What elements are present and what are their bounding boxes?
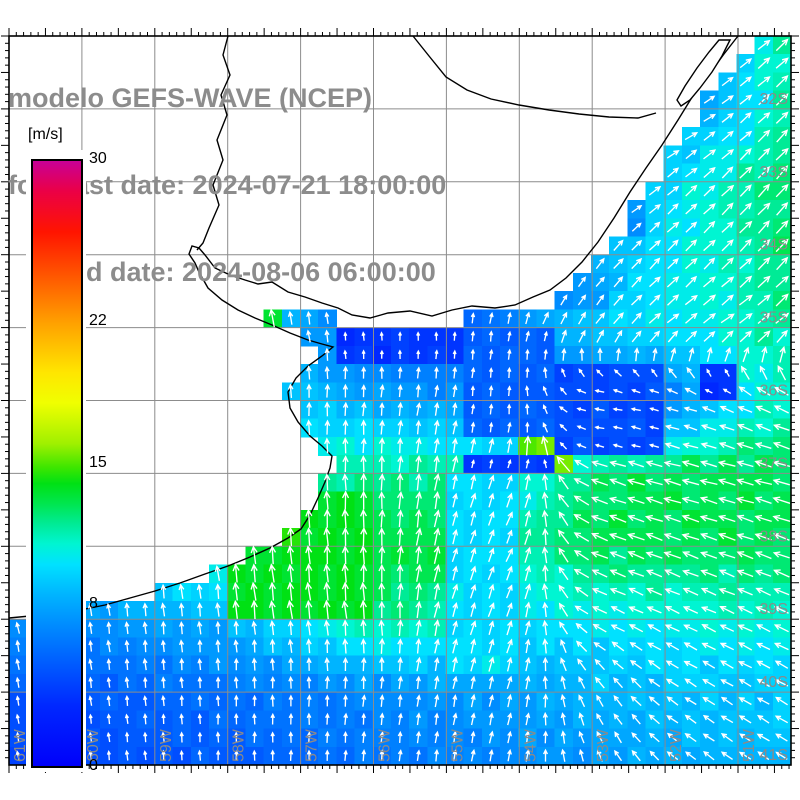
coastal-lagoon (676, 39, 732, 107)
colorbar-tick-22: 22 (89, 311, 107, 329)
uruguay-river (196, 35, 231, 251)
brazil-uruguay-border (412, 35, 657, 119)
coordinate-labels: 32S 33S 34S 35S 36S 37S 38S 39S 40S 41S 61W 60W 59W 5… (12, 91, 788, 764)
lat-label-41S: 41S (760, 747, 788, 764)
colorbar-tick-15: 15 (89, 453, 107, 471)
lat-label-34S: 34S (760, 237, 788, 254)
colorbar-unit-label: [m/s] (28, 126, 63, 143)
lat-label-36S: 36S (760, 383, 788, 400)
coastline (8, 35, 739, 619)
lon-label-56W: 56W (377, 728, 394, 762)
coastline-and-borders (8, 35, 739, 619)
lat-label-38S: 38S (760, 528, 788, 545)
lon-label-55W: 55W (449, 728, 466, 762)
lon-label-61W: 61W (12, 728, 29, 762)
lat-label-33S: 33S (760, 164, 788, 181)
lon-label-53W: 53W (595, 728, 612, 762)
lat-label-35S: 35S (760, 310, 788, 327)
colorbar-tick-8: 8 (89, 595, 98, 613)
lon-label-60W: 60W (85, 728, 102, 762)
colorbar-tick-30: 30 (89, 150, 107, 167)
colorbar (31, 159, 83, 768)
lat-label-39S: 39S (760, 601, 788, 618)
lat-label-37S: 37S (760, 455, 788, 472)
lon-label-58W: 58W (231, 728, 248, 762)
lon-label-57W: 57W (304, 728, 321, 762)
lon-label-54W: 54W (522, 728, 539, 762)
lon-label-52W: 52W (668, 728, 685, 762)
frame-ticks (1, 28, 799, 773)
colorbar-tick-0: 0 (89, 757, 98, 774)
lat-label-40S: 40S (760, 674, 788, 691)
lat-label-32S: 32S (760, 91, 788, 108)
lon-label-51W: 51W (741, 728, 758, 762)
lon-label-59W: 59W (158, 728, 175, 762)
